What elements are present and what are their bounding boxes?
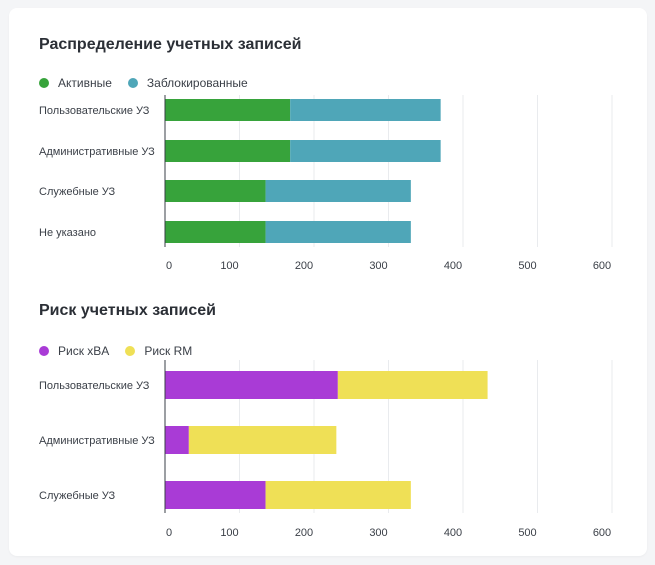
bar-segment[interactable] [165,180,266,202]
legend-label: Риск xBA [58,344,110,358]
bar-segment[interactable] [265,221,411,243]
legend-label: Заблокированные [146,76,248,90]
tick-label: 400 [444,527,462,539]
category-label: Пользовательские УЗ [39,105,150,117]
chart-distribution: Пользовательские УЗ Административные УЗ Сл… [39,95,613,272]
legend-dot-icon [127,78,138,88]
legend-label: Активные [58,76,112,90]
tick-label: 300 [369,527,387,539]
legend-risk: Риск xBA Риск RM [39,344,208,358]
tick-label: 200 [295,527,313,539]
tick-label: 500 [518,527,536,539]
chart-title-risk: Риск учетных записей [39,302,217,319]
legend-dot-icon [39,78,49,88]
tick-label: 500 [518,260,536,272]
bar-segment[interactable] [337,371,488,399]
bar-segment[interactable] [165,99,291,121]
tick-label: 100 [220,260,238,272]
bar-segment[interactable] [165,426,189,454]
bar-segment[interactable] [265,180,411,202]
legend-dot-icon [39,346,49,356]
category-label: Пользовательские УЗ [39,380,150,392]
bar-segment[interactable] [290,140,441,162]
legend-label: Риск RM [144,344,193,358]
bar-segment[interactable] [165,481,266,509]
tick-label: 200 [295,260,313,272]
bar-segment[interactable] [290,99,441,121]
bar-segment[interactable] [188,426,337,454]
legend-dot-icon [125,346,136,356]
legend-item-risk-xba[interactable]: Риск xBA [39,344,109,358]
tick-label: 300 [369,260,387,272]
category-label: Не указано [39,227,96,239]
tick-label: 100 [220,527,238,539]
bar-segment[interactable] [265,481,411,509]
legend-distribution: Активные Заблокированные [39,76,264,90]
tick-label: 400 [444,260,462,272]
legend-item-active[interactable]: Активные [39,76,112,90]
category-label: Служебные УЗ [39,490,116,502]
bar-segment[interactable] [165,221,266,243]
category-label: Служебные УЗ [39,186,116,198]
tick-label: 0 [166,527,172,539]
tick-label: 0 [166,260,172,272]
legend-item-blocked[interactable]: Заблокированные [127,76,248,90]
category-label: Административные УЗ [39,146,155,158]
chart-title-distribution: Распределение учетных записей [39,36,302,53]
tick-label: 600 [593,260,611,272]
bar-segment[interactable] [165,371,338,399]
tick-label: 600 [593,527,611,539]
category-label: Административные УЗ [39,435,155,447]
legend-item-risk-rm[interactable]: Риск RM [125,344,192,358]
bar-segment[interactable] [165,140,291,162]
